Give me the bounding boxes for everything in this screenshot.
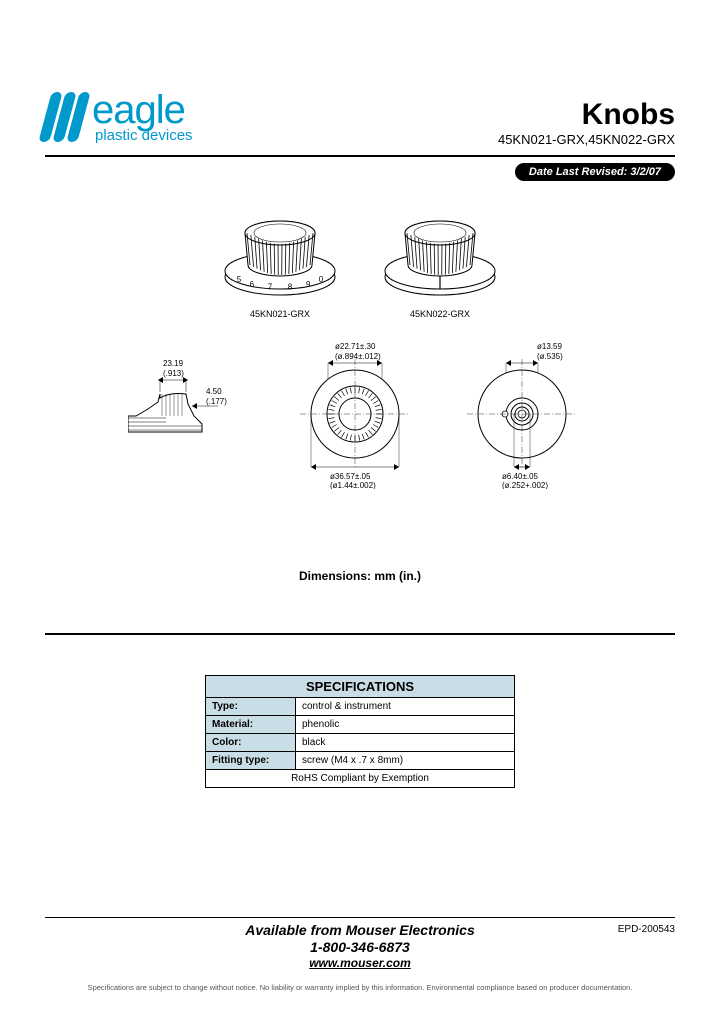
spec-key: Type: xyxy=(206,698,296,716)
spec-key: Material: xyxy=(206,716,296,734)
spec-value: screw (M4 x .7 x 8mm) xyxy=(296,752,515,770)
svg-text:6: 6 xyxy=(250,280,255,289)
svg-text:7: 7 xyxy=(268,283,273,292)
logo-bars-icon xyxy=(38,92,90,142)
svg-text:4.50: 4.50 xyxy=(206,387,222,396)
spec-key: Color: xyxy=(206,734,296,752)
knob-label-right: 45KN022-GRX xyxy=(375,309,505,319)
date-revised-badge: Date Last Revised: 3/2/07 xyxy=(515,163,675,181)
svg-text:ø13.59: ø13.59 xyxy=(537,342,562,351)
knob-label-left: 45KN021-GRX xyxy=(215,309,345,319)
svg-text:9: 9 xyxy=(306,280,311,289)
header: eagle plastic devices Knobs 45KN021-GRX,… xyxy=(45,30,675,147)
svg-text:ø36.57±.05: ø36.57±.05 xyxy=(330,472,371,481)
svg-text:23.19: 23.19 xyxy=(163,359,184,368)
knob-perspective-left: 56 7 8 90 45KN021-GRX xyxy=(215,205,345,319)
spec-title: SPECIFICATIONS xyxy=(206,676,515,698)
footer-available: Available from Mouser Electronics xyxy=(45,922,675,939)
svg-text:ø22.71±.30: ø22.71±.30 xyxy=(335,342,376,351)
divider xyxy=(45,633,675,635)
page-title: Knobs xyxy=(498,98,675,132)
footer-url: www.mouser.com xyxy=(45,956,675,970)
title-block: Knobs 45KN021-GRX,45KN022-GRX xyxy=(498,90,675,147)
svg-text:(ø.535): (ø.535) xyxy=(537,352,563,361)
part-numbers: 45KN021-GRX,45KN022-GRX xyxy=(498,132,675,147)
svg-text:8: 8 xyxy=(288,283,293,292)
svg-text:(ø1.44±.002): (ø1.44±.002) xyxy=(330,481,376,489)
svg-text:(ø.894±.012): (ø.894±.012) xyxy=(335,352,381,361)
svg-text:(.177): (.177) xyxy=(206,397,227,406)
spec-key: Fitting type: xyxy=(206,752,296,770)
knob-perspective-right: 45KN022-GRX xyxy=(375,205,505,319)
logo-subtitle: plastic devices xyxy=(92,128,193,143)
svg-text:5: 5 xyxy=(237,275,242,284)
drawing-side-view: 23.19 (.913) 4.50 (.177) xyxy=(128,354,258,474)
svg-text:(ø.252+.002): (ø.252+.002) xyxy=(502,481,548,489)
svg-text:(.913): (.913) xyxy=(163,369,184,378)
disclaimer: Specifications are subject to change wit… xyxy=(45,983,675,992)
footer: Available from Mouser Electronics 1-800-… xyxy=(45,917,675,992)
spec-value: phenolic xyxy=(296,716,515,734)
divider xyxy=(45,917,675,918)
specifications-table: SPECIFICATIONS Type:control & instrument… xyxy=(205,675,515,788)
dimensions-note: Dimensions: mm (in.) xyxy=(45,569,675,583)
drawings-area: 567890 45KN021-GRX 45K xyxy=(45,205,675,583)
drawing-top-view: ø22.71±.30 (ø.894±.012) ø36.57±.05 xyxy=(280,339,430,489)
spec-value: black xyxy=(296,734,515,752)
svg-text:ø6.40±.05: ø6.40±.05 xyxy=(502,472,539,481)
footer-phone: 1-800-346-6873 xyxy=(45,939,675,956)
logo: eagle plastic devices xyxy=(45,90,193,143)
spec-value: control & instrument xyxy=(296,698,515,716)
divider xyxy=(45,155,675,157)
svg-text:0: 0 xyxy=(319,275,324,284)
logo-name: eagle xyxy=(92,90,193,130)
drawing-bottom-view: ø13.59 (ø.535) ø6.40±. xyxy=(452,339,592,489)
rohs-note: RoHS Compliant by Exemption xyxy=(206,770,515,788)
